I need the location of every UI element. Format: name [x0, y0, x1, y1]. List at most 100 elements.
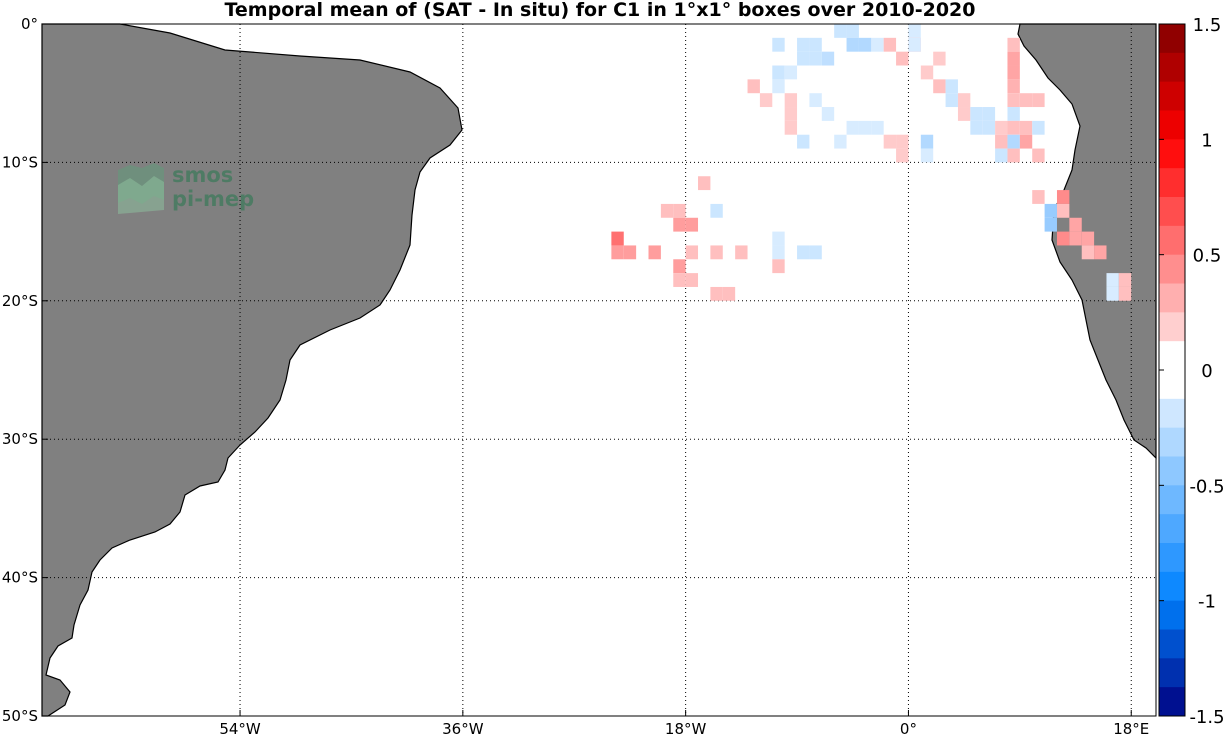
data-cell — [797, 51, 810, 66]
data-cell — [685, 217, 699, 232]
y-tick-label: 20°S — [2, 292, 38, 310]
data-cell — [1007, 79, 1020, 94]
colorbar-swatch — [1159, 456, 1185, 486]
data-cell — [957, 93, 971, 108]
colorbar-swatch — [1159, 110, 1185, 140]
data-cell — [772, 79, 785, 94]
data-cell — [883, 37, 897, 52]
data-cell — [772, 259, 785, 274]
colorbar-swatch — [1159, 687, 1185, 717]
colorbar-tick-label: 0 — [1201, 361, 1212, 382]
data-cells — [611, 24, 1132, 301]
data-cell — [1056, 203, 1070, 218]
colorbar-swatch — [1159, 168, 1185, 198]
colorbar-swatch — [1159, 398, 1185, 429]
data-cell — [784, 120, 798, 135]
colorbar-tick-label: 1.5 — [1193, 15, 1222, 36]
data-cell — [970, 120, 983, 135]
colorbar — [1158, 23, 1186, 717]
data-cell — [858, 120, 872, 135]
colorbar-swatch — [1159, 312, 1185, 342]
colorbar-swatch — [1159, 485, 1185, 515]
data-cell — [920, 65, 934, 80]
colorbar-tick-label: -1.5 — [1189, 707, 1224, 728]
colorbar-swatch — [1159, 254, 1185, 284]
colorbar-labels: 1.5 1 0.5 0 -0.5 -1 -1.5 — [1189, 15, 1224, 728]
data-cell — [1007, 134, 1020, 149]
data-cell — [809, 93, 822, 108]
data-cell — [1019, 120, 1033, 135]
data-cell — [1081, 245, 1095, 260]
data-cell — [673, 217, 686, 232]
data-cell — [710, 286, 723, 301]
x-tick-label: 18°W — [665, 720, 707, 738]
colorbar-swatch — [1159, 52, 1185, 83]
colorbar-swatch — [1159, 283, 1185, 313]
colorbar-tick-label: 1 — [1201, 130, 1212, 151]
data-cell — [698, 176, 711, 191]
data-cell — [772, 37, 785, 52]
colorbar-swatch — [1159, 427, 1185, 457]
data-cell — [735, 245, 748, 260]
colorbar-swatch — [1159, 600, 1185, 630]
data-cell — [1032, 93, 1045, 108]
colorbar-tick-label: -1 — [1198, 592, 1216, 613]
data-cell — [648, 245, 661, 260]
data-cell — [982, 107, 996, 121]
data-cell — [611, 245, 624, 260]
colorbar-swatch — [1159, 514, 1185, 544]
data-cell — [896, 148, 909, 163]
data-cell — [834, 24, 847, 38]
data-cell — [685, 273, 699, 287]
data-cell — [710, 245, 723, 260]
data-cell — [920, 134, 934, 149]
x-axis-labels: 54°W 36°W 18°W 0° 18°E — [219, 720, 1149, 738]
data-cell — [846, 120, 859, 135]
data-cell — [759, 93, 773, 108]
data-cell — [933, 51, 946, 66]
data-cell — [908, 37, 921, 52]
plot-title: Temporal mean of (SAT - In situ) for C1 … — [224, 0, 975, 21]
data-cell — [747, 79, 760, 94]
colorbar-swatch — [1159, 629, 1185, 659]
colorbar-swatch — [1159, 225, 1185, 256]
data-cell — [1094, 245, 1107, 260]
map-frame — [41, 23, 1157, 717]
data-cell — [970, 107, 983, 121]
y-tick-label: 0° — [21, 15, 38, 33]
x-tick-label: 18°E — [1113, 720, 1149, 738]
colorbar-swatch — [1159, 139, 1185, 169]
data-cell — [809, 245, 822, 260]
colorbar-swatch — [1159, 571, 1185, 602]
data-cell — [797, 245, 810, 260]
data-cell — [809, 51, 822, 66]
y-tick-label: 40°S — [2, 569, 38, 587]
y-tick-label: 30°S — [2, 430, 38, 448]
data-cell — [896, 51, 909, 66]
data-cell — [982, 120, 996, 135]
data-cell — [784, 65, 798, 80]
data-cell — [1007, 148, 1020, 163]
data-cell — [821, 107, 835, 121]
colorbar-swatch — [1159, 658, 1185, 688]
colorbar-swatch — [1159, 81, 1185, 111]
x-tick-label: 0° — [900, 720, 917, 738]
data-cell — [1007, 120, 1020, 135]
data-cell — [1056, 231, 1070, 246]
y-axis-labels: 0° 10°S 20°S 30°S 40°S 50°S — [2, 15, 38, 725]
data-cell — [1106, 286, 1119, 301]
data-cell — [1056, 190, 1070, 204]
data-cell — [1044, 203, 1057, 218]
x-tick-marks — [239, 710, 1132, 716]
data-cell — [685, 245, 699, 260]
data-cell — [908, 24, 921, 38]
colorbar-swatch — [1159, 543, 1185, 573]
smos-pi-mep-logo: smos pi-mep — [118, 163, 254, 214]
colorbar-swatch — [1159, 370, 1185, 400]
data-cell — [772, 245, 785, 260]
data-cell — [995, 134, 1008, 149]
logo-wave-icon — [118, 176, 164, 214]
data-cell — [1118, 273, 1132, 287]
data-cell — [858, 37, 872, 52]
data-cell — [846, 37, 859, 52]
